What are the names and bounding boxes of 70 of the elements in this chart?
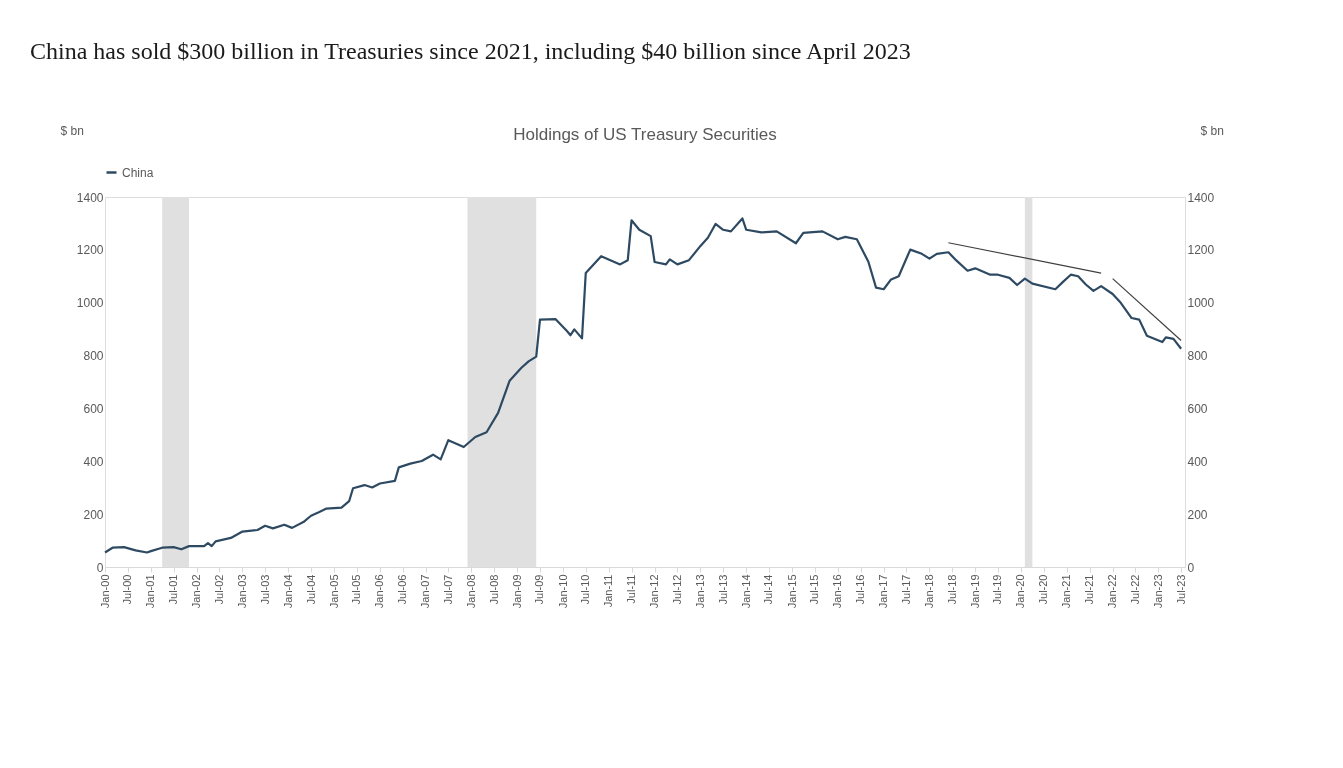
x-tick-label: Jul-17 xyxy=(899,574,912,605)
x-tick-label: Jul-14 xyxy=(762,574,775,605)
y2-tick-label: 0 xyxy=(1187,560,1195,575)
chart-title: China has sold $300 billion in Treasuries since 2021, including $40 billion since April 2023 xyxy=(30,38,911,64)
x-tick-label: Jan-13 xyxy=(693,574,706,609)
y-tick-label: 0 xyxy=(96,560,104,575)
x-tick-label: Jan-01 xyxy=(144,574,157,609)
x-tick-label: Jan-06 xyxy=(373,574,386,609)
x-tick-label: Jul-02 xyxy=(212,574,225,605)
y2-tick-label: 1200 xyxy=(1187,243,1215,258)
x-tick-label: Jan-03 xyxy=(235,574,248,609)
x-tick-label: Jan-17 xyxy=(877,574,890,609)
x-tick-label: Jul-01 xyxy=(167,574,180,605)
x-tick-label: Jul-08 xyxy=(487,574,500,605)
y2-tick-label: 600 xyxy=(1187,401,1208,416)
y2-tick-label: 800 xyxy=(1187,349,1208,364)
x-tick-label: Jul-09 xyxy=(533,574,546,605)
x-tick-label: Jul-00 xyxy=(121,574,134,605)
y-tick-label: 200 xyxy=(83,507,104,522)
line-series xyxy=(103,217,1183,554)
x-tick-label: Jul-11 xyxy=(625,574,638,604)
y-tick-label: 1400 xyxy=(76,190,104,205)
x-tick-label: Jul-05 xyxy=(350,574,363,605)
x-tick-label: Jul-19 xyxy=(991,574,1004,605)
y2-tick-label: 1400 xyxy=(1187,190,1215,205)
x-tick-label: Jan-18 xyxy=(922,574,935,609)
x-tick-label: Jan-20 xyxy=(1014,574,1027,609)
x-tick-label: Jan-14 xyxy=(739,574,752,609)
x-tick-label: Jan-07 xyxy=(419,574,432,609)
x-tick-label: Jan-12 xyxy=(648,574,661,609)
y2-axis-title: $ bn xyxy=(1200,123,1224,138)
x-tick-label: Jan-21 xyxy=(1060,574,1073,609)
legend-label: China xyxy=(122,165,154,180)
x-tick-label: Jan-23 xyxy=(1151,574,1164,609)
x-tick-label: Jul-16 xyxy=(854,574,867,605)
x-tick-label: Jul-10 xyxy=(579,574,592,605)
x-tick-label: Jan-04 xyxy=(281,574,294,609)
x-tick-label: Jul-07 xyxy=(441,574,454,605)
x-tick-label: Jul-04 xyxy=(304,574,317,605)
x-tick-label: Jul-22 xyxy=(1128,574,1141,605)
y-axis-title: $ bn xyxy=(60,123,84,138)
x-tick-label: Jan-08 xyxy=(464,574,477,609)
x-tick-label: Jan-15 xyxy=(785,574,798,609)
y-tick-label: 800 xyxy=(83,349,104,364)
x-tick-label: Jan-02 xyxy=(190,574,203,609)
y2-tick-label: 1000 xyxy=(1187,296,1215,311)
x-tick-label: Jan-19 xyxy=(968,574,981,609)
x-tick-label: Jul-03 xyxy=(258,574,271,605)
x-tick-label: Jul-21 xyxy=(1083,574,1096,605)
x-tick-label: Jan-10 xyxy=(556,574,569,609)
x-tick-label: Jan-11 xyxy=(602,574,615,608)
x-tick-label: Jul-13 xyxy=(716,574,729,605)
y-tick-label: 600 xyxy=(83,401,104,416)
x-tick-label: Jan-05 xyxy=(327,574,340,609)
chart-subtitle: Holdings of US Treasury Securities xyxy=(513,125,777,144)
x-tick-label: Jan-16 xyxy=(831,574,844,609)
y2-tick-label: 400 xyxy=(1187,454,1208,469)
x-tick-label: Jul-12 xyxy=(670,574,683,605)
x-tick-label: Jul-23 xyxy=(1174,574,1187,605)
x-tick-label: Jul-20 xyxy=(1037,574,1050,605)
x-tick-label: Jul-06 xyxy=(396,574,409,605)
x-tick-label: Jan-09 xyxy=(510,574,523,609)
x-tick-label: Jul-18 xyxy=(945,574,958,605)
x-tick-label: Jul-15 xyxy=(808,574,821,605)
y-tick-label: 400 xyxy=(83,454,104,469)
x-tick-label: Jan-22 xyxy=(1106,574,1119,609)
y-tick-label: 1000 xyxy=(76,296,104,311)
y2-tick-label: 200 xyxy=(1187,507,1208,522)
x-tick-label: Jan-00 xyxy=(98,574,111,609)
y-tick-label: 1200 xyxy=(76,243,104,258)
